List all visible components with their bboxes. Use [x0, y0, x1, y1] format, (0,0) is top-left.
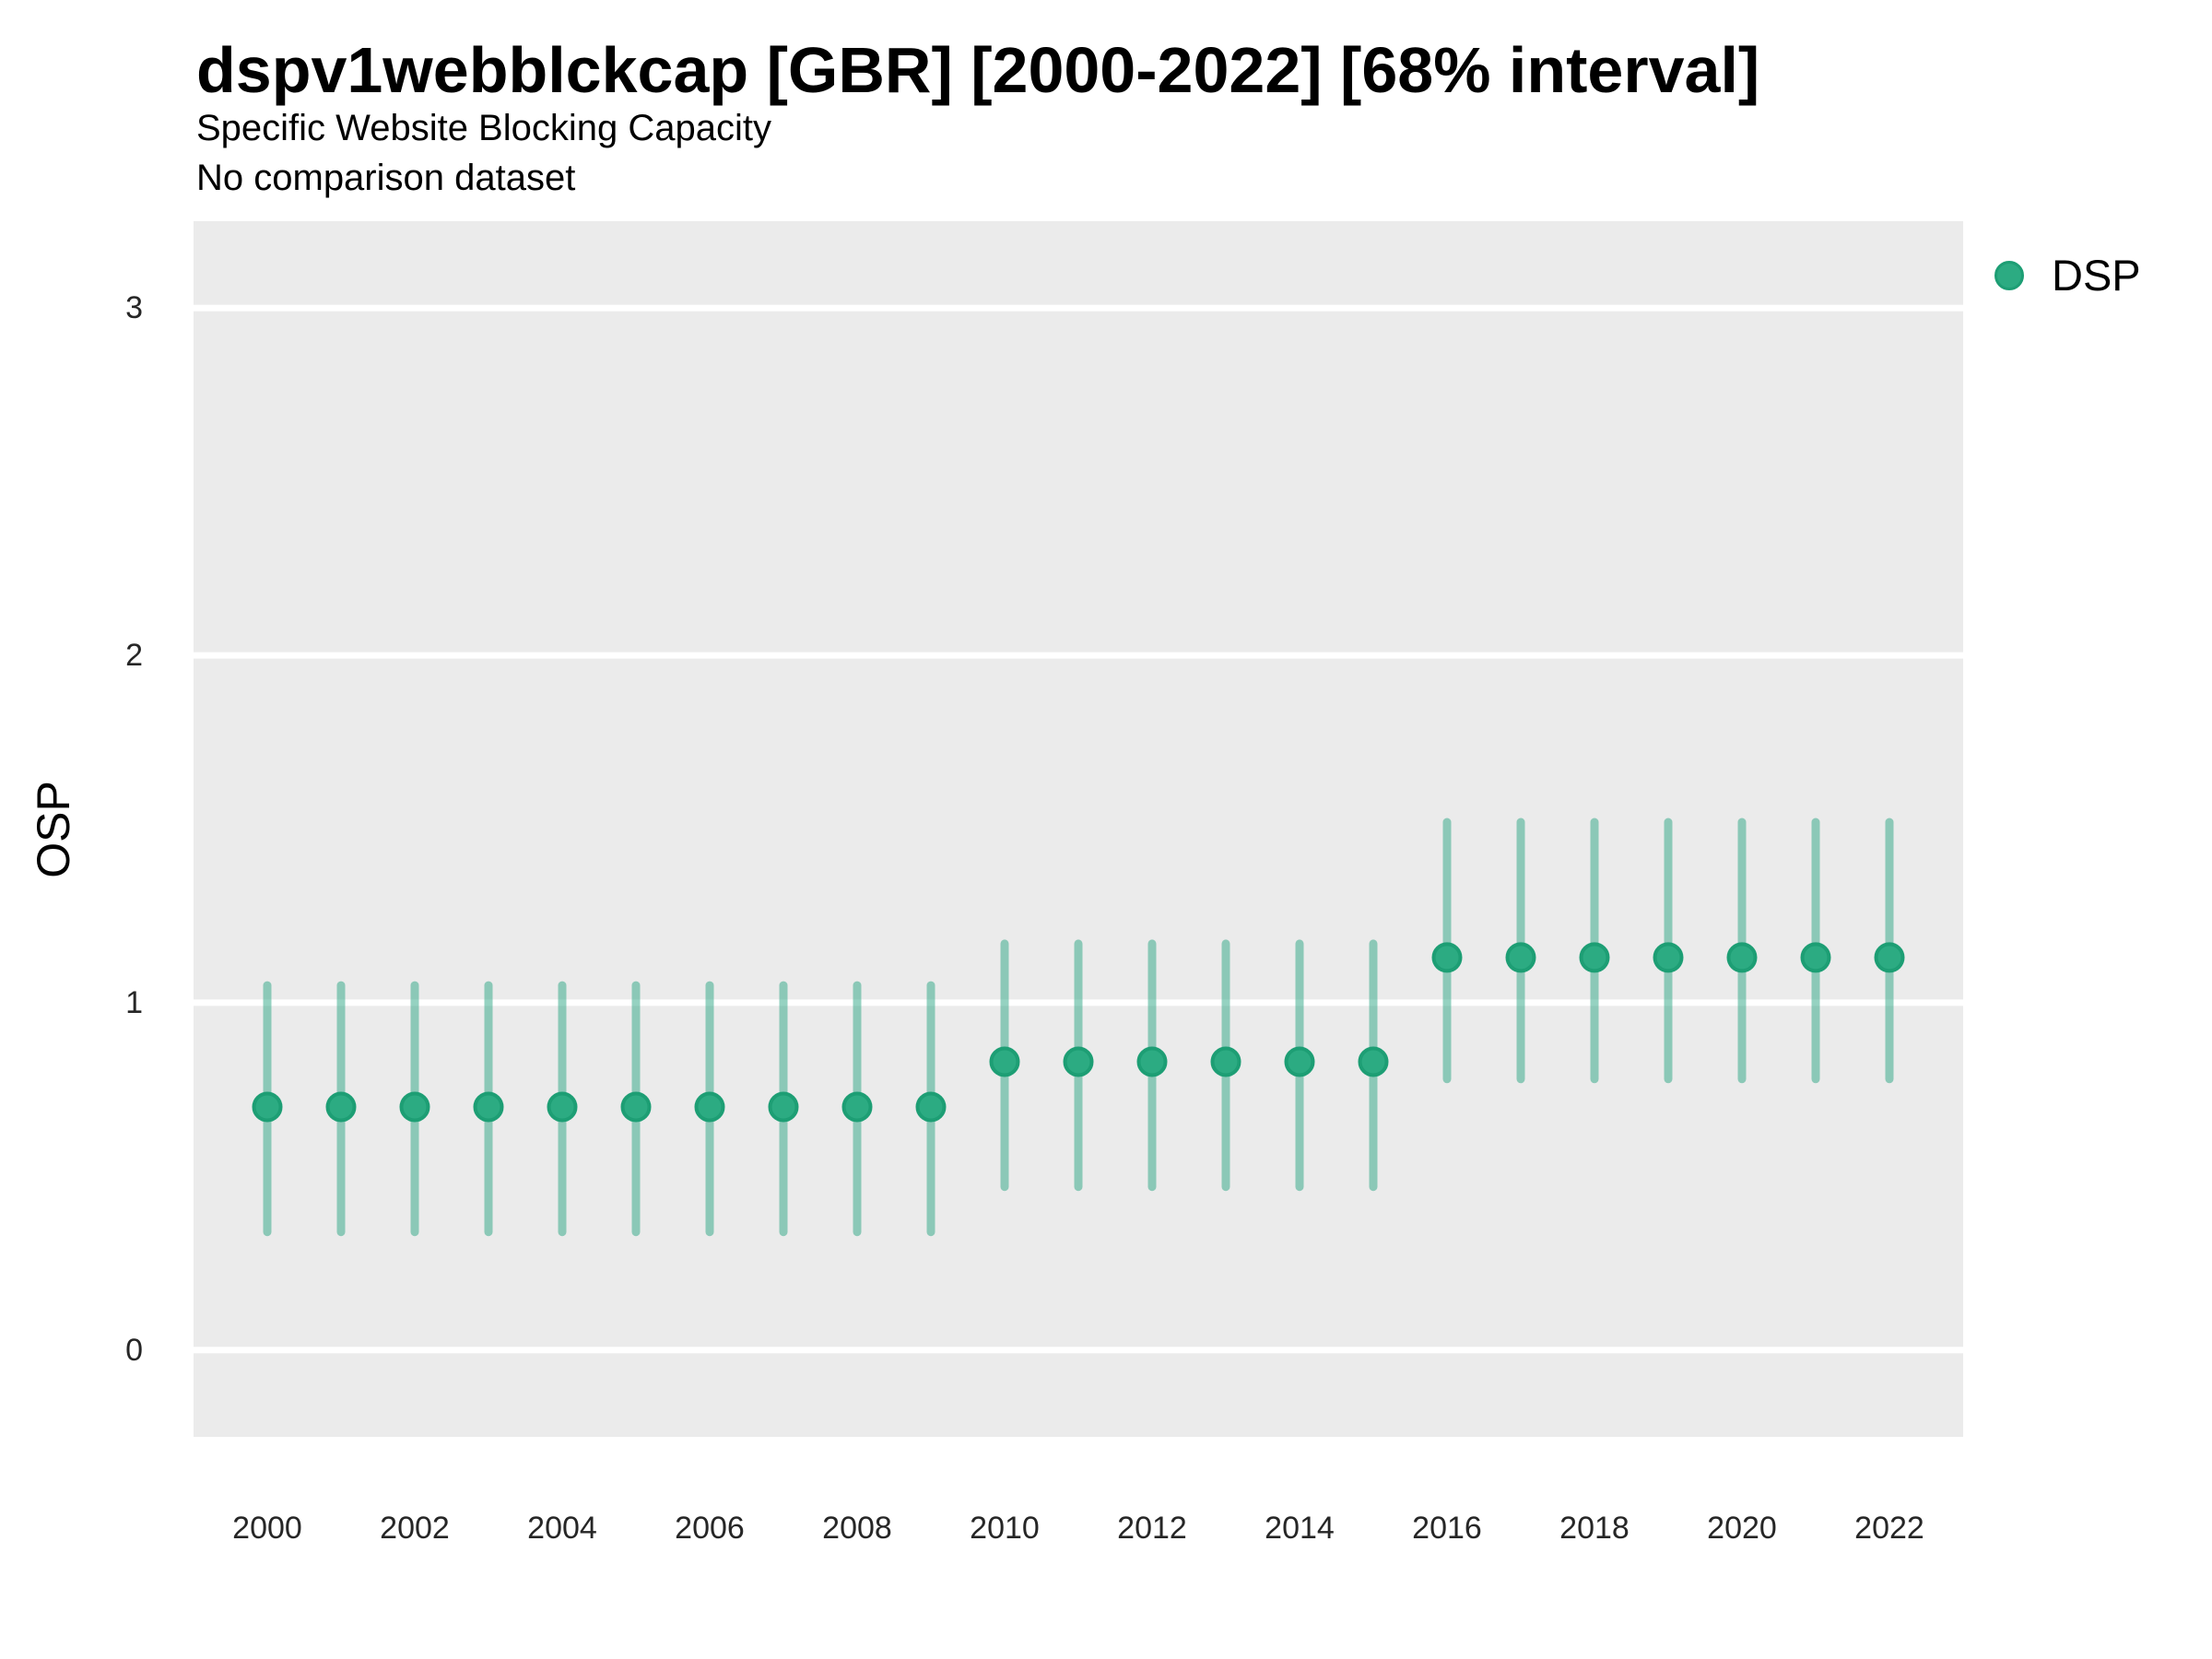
gridline-y-2	[194, 652, 1963, 659]
data-point-2020	[1726, 942, 1758, 973]
gridline-y-3	[194, 304, 1963, 312]
data-point-2009	[915, 1091, 947, 1123]
data-point-2005	[620, 1091, 652, 1123]
legend-point-icon	[1994, 261, 2024, 290]
data-point-2016	[1431, 942, 1463, 973]
data-point-2019	[1653, 942, 1684, 973]
data-point-2015	[1358, 1046, 1389, 1077]
x-tick-label-2002: 2002	[380, 1511, 450, 1546]
data-point-2006	[694, 1091, 725, 1123]
x-tick-label-2004: 2004	[527, 1511, 597, 1546]
x-tick-label-2012: 2012	[1117, 1511, 1187, 1546]
x-tick-label-2000: 2000	[232, 1511, 302, 1546]
data-point-2004	[547, 1091, 578, 1123]
comparison-note: No comparison dataset	[196, 158, 576, 198]
x-tick-label-2014: 2014	[1265, 1511, 1335, 1546]
legend: DSP	[1994, 252, 2141, 300]
data-point-2014	[1284, 1046, 1315, 1077]
y-axis-title: OSP	[28, 781, 79, 878]
x-tick-label-2018: 2018	[1559, 1511, 1630, 1546]
data-point-2001	[325, 1091, 357, 1123]
plot-panel	[194, 221, 1963, 1437]
data-point-2012	[1136, 1046, 1168, 1077]
chart-subtitle: Specific Website Blocking Capacity	[196, 108, 771, 148]
x-tick-label-2016: 2016	[1412, 1511, 1482, 1546]
y-tick-label-3: 3	[125, 290, 143, 326]
data-point-2022	[1874, 942, 1905, 973]
x-tick-label-2008: 2008	[822, 1511, 892, 1546]
data-point-2013	[1210, 1046, 1241, 1077]
data-point-2021	[1800, 942, 1831, 973]
chart-title: dspv1webblckcap [GBR] [2000-2022] [68% i…	[196, 34, 1760, 106]
data-point-2007	[768, 1091, 799, 1123]
y-tick-label-0: 0	[125, 1332, 143, 1368]
x-tick-label-2020: 2020	[1707, 1511, 1777, 1546]
legend-item-dsp: DSP	[1994, 252, 2141, 300]
data-point-2018	[1579, 942, 1610, 973]
x-tick-label-2006: 2006	[675, 1511, 745, 1546]
legend-label: DSP	[2052, 251, 2141, 300]
data-point-2011	[1063, 1046, 1094, 1077]
data-point-2008	[841, 1091, 873, 1123]
data-point-2003	[473, 1091, 504, 1123]
x-tick-label-2010: 2010	[970, 1511, 1040, 1546]
x-tick-label-2022: 2022	[1854, 1511, 1924, 1546]
data-point-2017	[1505, 942, 1536, 973]
y-tick-label-2: 2	[125, 638, 143, 674]
data-point-2002	[399, 1091, 430, 1123]
data-point-2000	[252, 1091, 283, 1123]
gridline-y-0	[194, 1347, 1963, 1354]
y-tick-label-1: 1	[125, 984, 143, 1020]
data-point-2010	[989, 1046, 1020, 1077]
